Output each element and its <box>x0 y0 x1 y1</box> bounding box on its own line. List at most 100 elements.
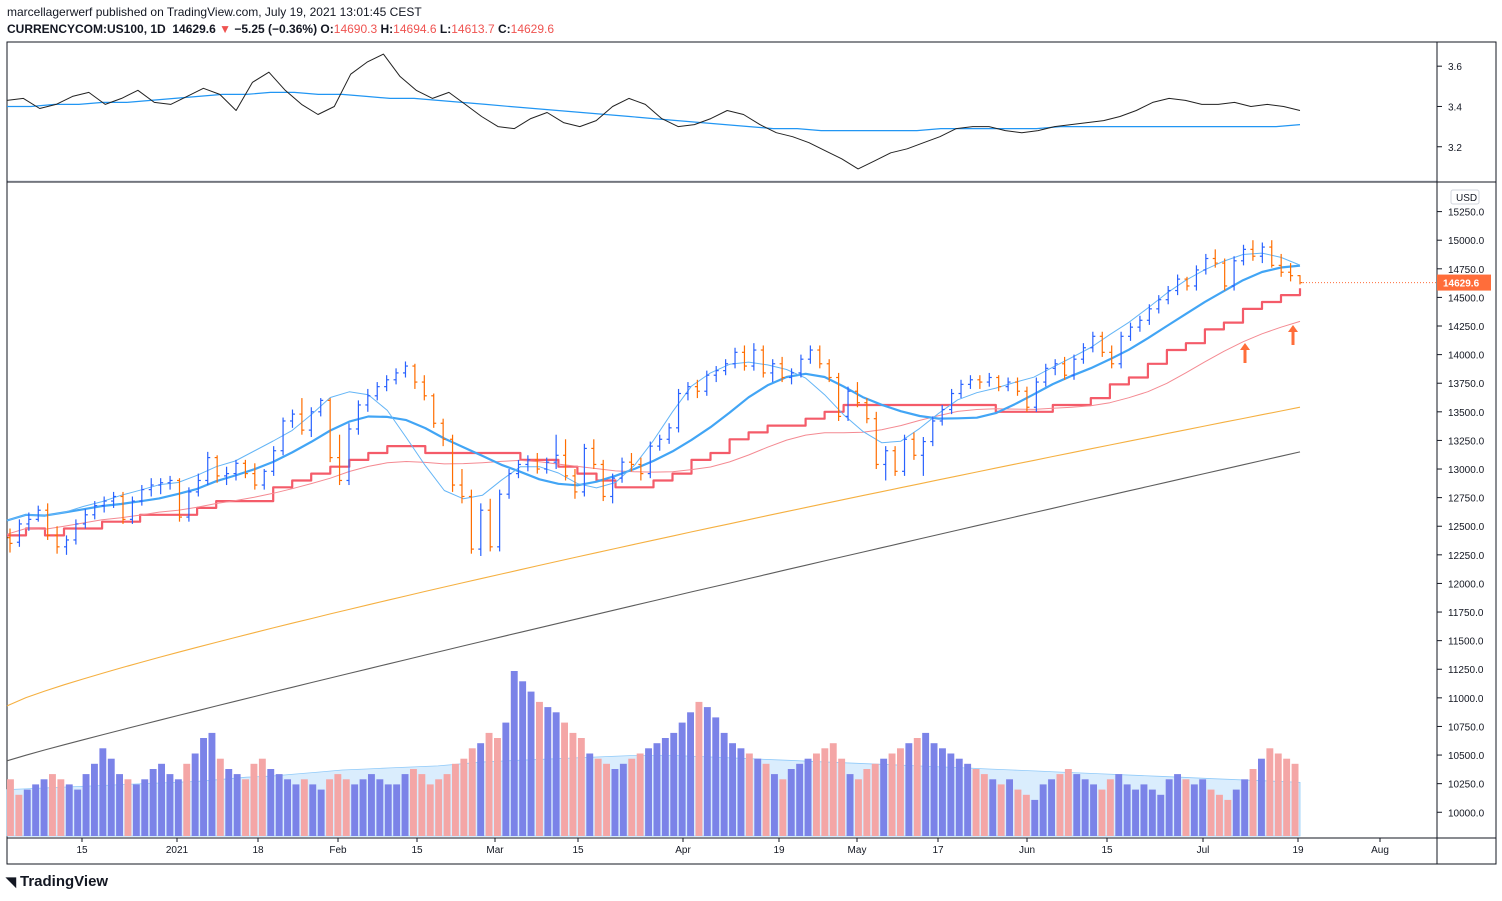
time-tick-label: 18 <box>252 845 264 856</box>
ohlc-bar <box>760 345 766 378</box>
ohlc-bar <box>1137 315 1143 332</box>
volume-bar <box>611 769 619 836</box>
price-tick-label: 11250.0 <box>1448 665 1484 676</box>
red-ma-line <box>6 320 1301 535</box>
high-label: H: <box>380 22 394 36</box>
volume-bar <box>1140 784 1148 836</box>
ohlc-bar <box>289 409 295 428</box>
ohlc-bar <box>337 434 343 486</box>
ohlc-bar <box>657 434 663 451</box>
price-tick-label: 12750.0 <box>1448 494 1485 505</box>
ohlc-bar <box>186 487 192 522</box>
volume-bar <box>997 784 1005 836</box>
ohlc-bar <box>1222 258 1228 291</box>
ohlc-bar <box>638 457 644 481</box>
volume-bar <box>703 707 711 836</box>
volume-bar <box>1115 774 1123 836</box>
time-tick-label: Feb <box>329 845 347 856</box>
volume-bar <box>166 774 174 836</box>
volume-bar <box>384 784 392 836</box>
ohlc-bar <box>45 503 51 540</box>
ohlc-bar <box>534 453 540 474</box>
volume-bar <box>443 774 451 836</box>
ohlc-bar <box>563 439 569 481</box>
low-label: L: <box>439 22 452 36</box>
volume-bar <box>216 758 224 836</box>
volume-bar <box>351 784 359 836</box>
volume-bar <box>149 769 157 836</box>
tradingview-logo-icon: ◥ <box>6 874 16 889</box>
ohlc-bar <box>1231 256 1237 291</box>
last-price-tag <box>1437 274 1491 291</box>
volume-bar <box>771 774 778 836</box>
ohlc-bar <box>789 368 795 385</box>
ohlc-bar <box>16 519 22 547</box>
volume-bar <box>687 712 694 837</box>
oscillator-pane <box>6 41 1438 182</box>
price-tick-label: 14500.0 <box>1448 293 1485 304</box>
time-tick-label: 19 <box>773 845 785 856</box>
volume-bar <box>468 748 476 836</box>
volume-bar <box>32 784 40 836</box>
volume-bar <box>636 753 644 836</box>
ohlc-bar <box>1212 249 1218 268</box>
volume-bar <box>1022 794 1030 837</box>
ohlc-bar <box>92 501 98 520</box>
volume-bar <box>1241 779 1249 836</box>
volume-bar <box>275 774 283 836</box>
ohlc-bar <box>977 375 983 389</box>
ohlc-bar <box>600 459 606 502</box>
ohlc-bar <box>845 386 851 421</box>
ohlc-bar <box>346 423 352 486</box>
close-value: 14629.6 <box>510 22 555 36</box>
ohlc-bar <box>704 370 710 396</box>
volume-bar <box>972 769 980 836</box>
ohlc-bar <box>167 475 173 490</box>
ohlc-bar <box>82 509 88 529</box>
ohlc-bar <box>478 503 484 556</box>
ohlc-bar <box>139 485 145 506</box>
ohlc-bar <box>1109 345 1115 369</box>
volume-bar <box>645 748 652 836</box>
ohlc-bar <box>1184 276 1190 291</box>
ohlc-bar <box>129 496 135 524</box>
ohlc-bar <box>327 398 333 463</box>
currency-label: USD <box>1456 193 1477 204</box>
ohlc-bar <box>1175 274 1181 296</box>
time-tick-label: Jun <box>1019 845 1035 856</box>
volume-bar <box>678 722 686 836</box>
osc-line <box>6 53 1301 170</box>
volume-bar <box>1157 794 1165 837</box>
volume-bar <box>619 763 627 836</box>
volume-bar <box>846 774 854 836</box>
ohlc-bar <box>176 478 182 522</box>
ohlc-bar <box>1193 265 1199 291</box>
stepped-stop-line <box>7 288 1302 537</box>
ohlc-bar <box>1090 331 1096 353</box>
tradingview-brand[interactable]: ◥ TradingView <box>6 873 108 890</box>
price-tick-label: 13250.0 <box>1448 436 1485 447</box>
volume-bar <box>368 774 375 836</box>
volume-bar <box>871 763 879 836</box>
ohlc-bar <box>35 505 41 522</box>
time-tick-label: May <box>848 845 867 856</box>
ohlc-bar <box>431 393 437 428</box>
price-tick-label: 12000.0 <box>1448 579 1485 590</box>
ohlc-bar <box>242 459 248 479</box>
ohlc-bar <box>1024 386 1030 412</box>
time-tick-label: Jul <box>1197 845 1210 856</box>
ohlc-bar <box>26 512 32 531</box>
time-tick-label: 15 <box>1101 845 1113 856</box>
close-label: C: <box>497 22 511 36</box>
price-tick-label: 15250.0 <box>1448 208 1485 219</box>
volume-bar <box>913 738 921 836</box>
volume-bar <box>40 779 48 836</box>
ohlc-bar <box>1241 244 1247 266</box>
last-price: 14629.6 <box>172 22 216 36</box>
volume-bar <box>779 779 787 836</box>
volume-bar <box>326 779 333 836</box>
volume-bar <box>905 743 913 836</box>
ohlc-bar <box>732 347 738 369</box>
time-tick-label: Apr <box>675 845 691 856</box>
